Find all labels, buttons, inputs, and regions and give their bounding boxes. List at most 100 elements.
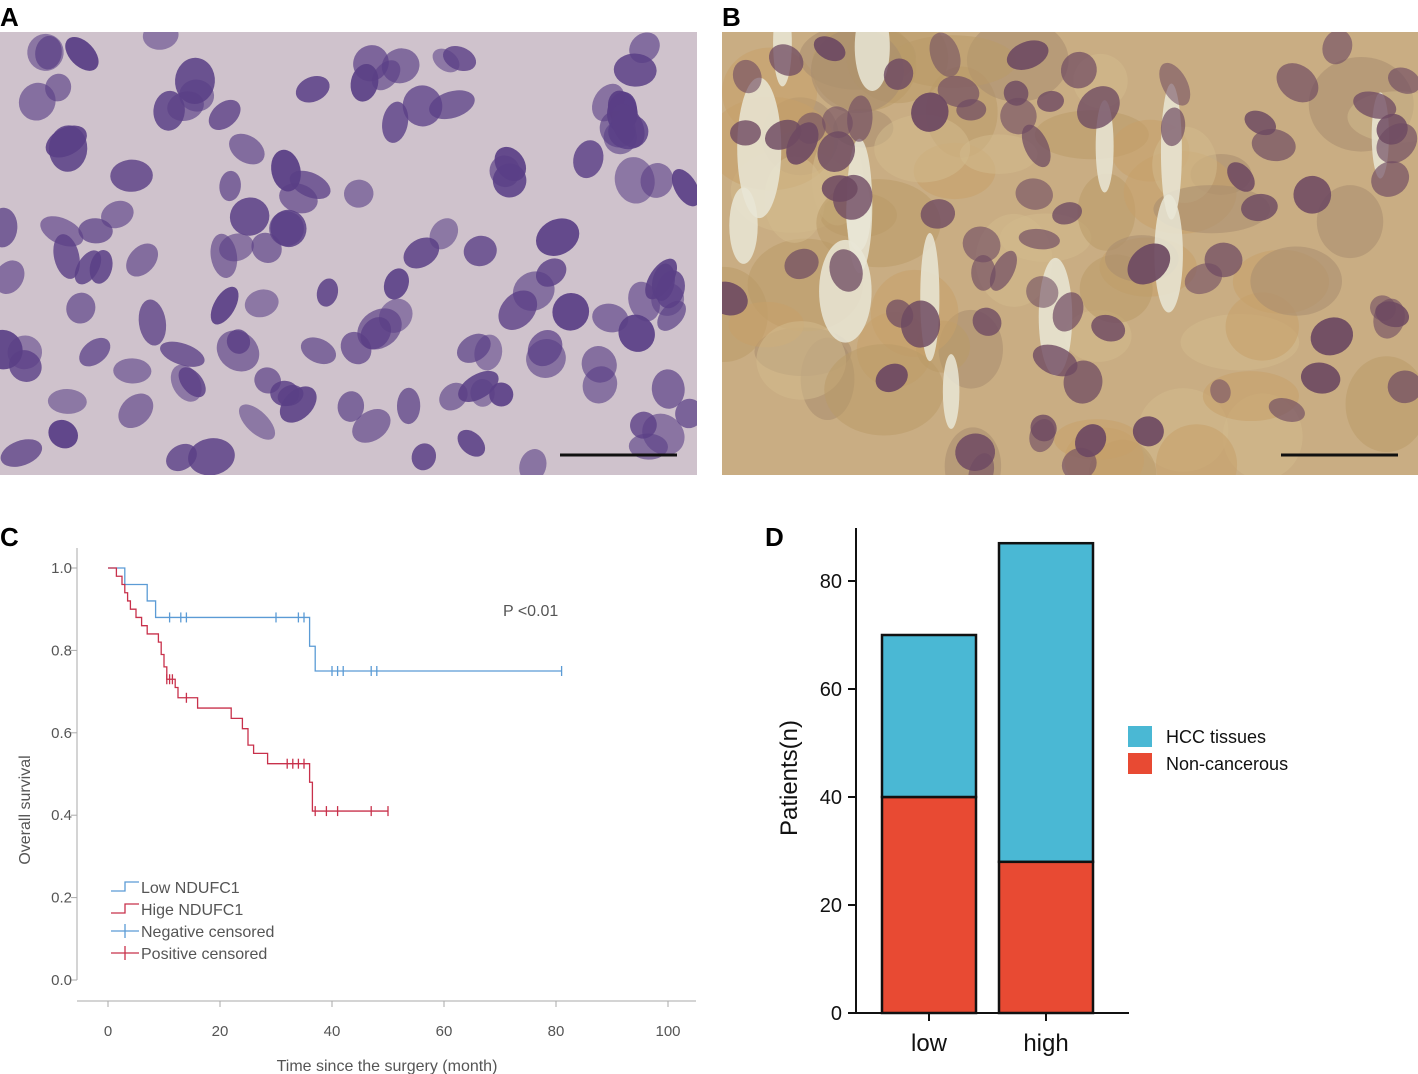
cell-nucleus <box>1018 228 1060 250</box>
cell-nucleus <box>138 299 167 346</box>
cell-nucleus <box>1032 344 1078 377</box>
cell-nucleus <box>962 226 1001 263</box>
legend-entry-label: Non-cancerous <box>1166 754 1288 774</box>
x-axis-label: Time since the surgery (month) <box>277 1058 498 1074</box>
cell-nucleus <box>971 254 996 291</box>
cell-nucleus <box>937 75 980 108</box>
cell-nucleus <box>113 358 152 384</box>
cell-nucleus <box>110 159 153 192</box>
cell-nucleus <box>611 103 645 148</box>
x-tick-label: 60 <box>436 1023 453 1040</box>
cell-nucleus <box>675 398 697 429</box>
cell-nucleus <box>179 79 215 112</box>
cell-nucleus <box>429 90 475 120</box>
cell-nucleus <box>768 44 804 76</box>
survival-axes: 0.0 0.2 0.4 0.6 0.8 1.0 0 20 40 60 80 100 <box>51 548 696 1040</box>
cell-nucleus <box>300 337 337 365</box>
cell-nucleus <box>1300 362 1341 394</box>
y-axis-label: Patients(n) <box>776 720 803 836</box>
legend-entry-label: Negative censored <box>141 924 274 941</box>
cell-nucleus <box>101 200 134 229</box>
cytoplasm-blob <box>959 134 1038 175</box>
x-tick-label: 100 <box>655 1023 680 1040</box>
survival-chart: 0.0 0.2 0.4 0.6 0.8 1.0 0 20 40 60 80 100 P <0.01 T… <box>17 548 696 1074</box>
x-tick-label: low <box>911 1030 948 1057</box>
legend-swatch-step <box>111 903 139 914</box>
cell-nucleus <box>0 207 18 248</box>
cell-nucleus <box>153 90 185 131</box>
cell-nucleus <box>402 85 443 127</box>
cell-nucleus <box>396 387 421 425</box>
cell-nucleus <box>229 133 265 165</box>
cell-nucleus <box>66 292 96 324</box>
cell-nucleus <box>900 300 941 348</box>
cell-nucleus <box>1091 314 1126 342</box>
legend-entry-label: Hige NDUFC1 <box>141 902 243 919</box>
cell-nucleus <box>126 243 159 277</box>
cell-nucleus <box>352 409 391 443</box>
y-tick-label: 80 <box>820 571 842 593</box>
cell-nucleus <box>429 218 459 250</box>
cell-nucleus <box>847 95 873 142</box>
cell-nucleus <box>357 308 402 350</box>
cell-nucleus <box>929 32 961 77</box>
cell-nucleus <box>1371 161 1410 197</box>
cell-nucleus <box>498 290 538 330</box>
cell-nucleus <box>656 270 685 309</box>
cell-nucleus <box>817 131 856 173</box>
cell-nucleus <box>216 330 260 372</box>
cell-nucleus <box>456 333 491 363</box>
cell-nucleus <box>229 197 270 236</box>
sinusoid-gap <box>854 32 890 91</box>
cell-nucleus <box>1003 80 1029 106</box>
cell-nucleus <box>188 438 235 475</box>
cell-nucleus <box>289 170 331 199</box>
cell-nucleus <box>178 367 206 398</box>
cell-nucleus <box>343 179 374 208</box>
cell-nucleus <box>657 300 686 331</box>
cell-nucleus <box>786 122 819 165</box>
cell-nucleus <box>1268 398 1305 422</box>
y-tick-label: 0.6 <box>51 725 72 742</box>
legend-swatch-step <box>111 881 139 892</box>
cell-nucleus <box>1052 292 1084 332</box>
cell-nucleus <box>1376 113 1408 145</box>
cell-nucleus <box>1061 447 1097 475</box>
cell-nucleus <box>955 433 996 471</box>
sinusoid-gap <box>942 354 960 429</box>
y-tick-label: 0.0 <box>51 972 72 989</box>
cell-nucleus <box>1052 202 1083 225</box>
cell-nucleus <box>0 260 25 294</box>
bar-legend: HCC tissues Non-cancerous <box>1128 726 1288 774</box>
cytoplasm-blob <box>1250 246 1343 316</box>
p-value-annotation: P <0.01 <box>503 603 558 620</box>
panel-label-d: D <box>765 522 784 552</box>
cell-nucleus <box>1244 110 1277 136</box>
cell-nucleus <box>989 250 1017 291</box>
cell-nucleus <box>875 363 908 393</box>
cytoplasm-blob <box>1077 173 1136 251</box>
survival-series <box>108 567 563 817</box>
cell-nucleus <box>48 419 79 449</box>
cell-nucleus <box>40 216 84 247</box>
cell-nucleus <box>592 303 629 333</box>
micrograph-a-canvas <box>0 32 697 475</box>
survival-legend: Low NDUFC1 Hige NDUFC1 Negative censored Po… <box>111 880 274 963</box>
y-tick-label: 0.4 <box>51 807 72 824</box>
survival-curve-high <box>108 567 388 812</box>
cell-nucleus <box>1006 40 1049 70</box>
panel-label-a: A <box>0 2 19 32</box>
cell-nucleus <box>48 125 88 172</box>
cell-nucleus <box>470 379 495 407</box>
cell-nucleus <box>1037 90 1065 112</box>
cell-nucleus <box>382 101 409 143</box>
x-tick-label: 80 <box>548 1023 565 1040</box>
cell-nucleus <box>1015 178 1053 210</box>
cytoplasm-blob <box>874 114 971 183</box>
x-tick-label: 40 <box>324 1023 341 1040</box>
cell-nucleus <box>251 232 282 263</box>
cell-nucleus <box>911 92 949 132</box>
cell-nucleus <box>722 281 748 316</box>
cell-nucleus <box>1159 62 1191 106</box>
cell-nucleus <box>519 448 547 475</box>
